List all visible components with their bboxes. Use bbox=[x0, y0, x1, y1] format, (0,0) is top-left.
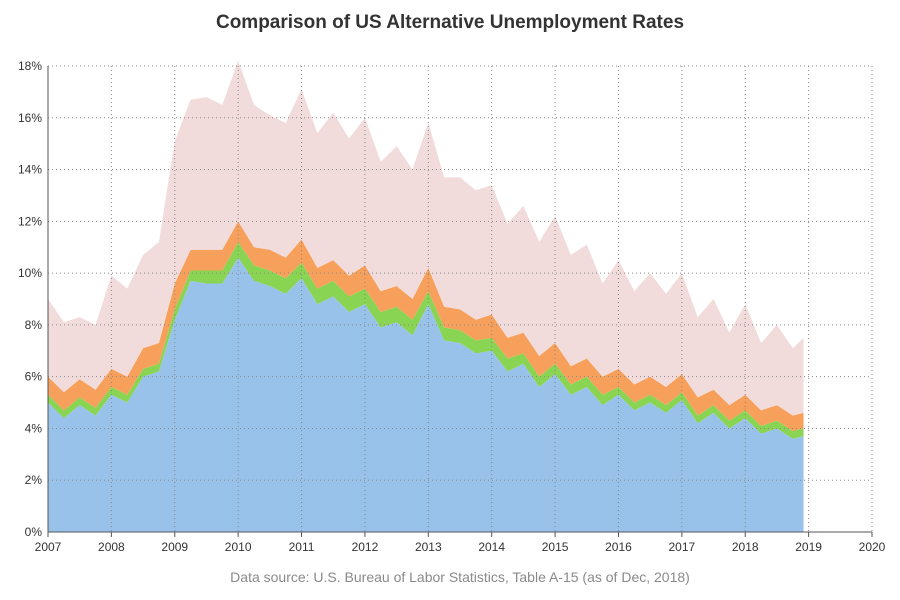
y-tick-label: 0% bbox=[25, 525, 43, 539]
x-tick-label: 2007 bbox=[35, 540, 62, 554]
x-tick-label: 2015 bbox=[542, 540, 569, 554]
x-tick-label: 2020 bbox=[859, 540, 886, 554]
y-tick-label: 8% bbox=[25, 318, 43, 332]
x-tick-label: 2016 bbox=[605, 540, 632, 554]
x-tick-label: 2010 bbox=[225, 540, 252, 554]
x-tick-label: 2009 bbox=[161, 540, 188, 554]
y-tick-label: 12% bbox=[18, 214, 42, 228]
area-series-u-5 bbox=[48, 221, 804, 432]
x-tick-label: 2017 bbox=[668, 540, 695, 554]
x-tick-label: 2008 bbox=[98, 540, 125, 554]
x-tick-label: 2019 bbox=[795, 540, 822, 554]
area-series-u-6 bbox=[48, 60, 804, 416]
chart-title: Comparison of US Alternative Unemploymen… bbox=[215, 12, 685, 33]
y-tick-label: 2% bbox=[25, 473, 43, 487]
x-tick-label: 2012 bbox=[352, 540, 379, 554]
y-tick-label: 18% bbox=[18, 59, 42, 73]
y-tick-label: 10% bbox=[18, 266, 42, 280]
x-tick-label: 2014 bbox=[478, 540, 505, 554]
y-tick-label: 14% bbox=[18, 163, 42, 177]
area-series-u-4 bbox=[48, 242, 804, 439]
y-tick-label: 4% bbox=[25, 421, 43, 435]
y-tick-label: 16% bbox=[18, 111, 42, 125]
x-tick-label: 2018 bbox=[732, 540, 759, 554]
y-tick-label: 6% bbox=[25, 370, 43, 384]
area-series-u-3 bbox=[48, 257, 804, 532]
x-tick-label: 2011 bbox=[289, 540, 315, 554]
x-tick-label: 2013 bbox=[415, 540, 442, 554]
chart-source: Data source: U.S. Bureau of Labor Statis… bbox=[230, 569, 690, 585]
